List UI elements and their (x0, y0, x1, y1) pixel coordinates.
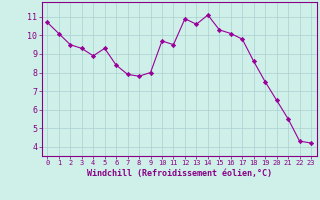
X-axis label: Windchill (Refroidissement éolien,°C): Windchill (Refroidissement éolien,°C) (87, 169, 272, 178)
